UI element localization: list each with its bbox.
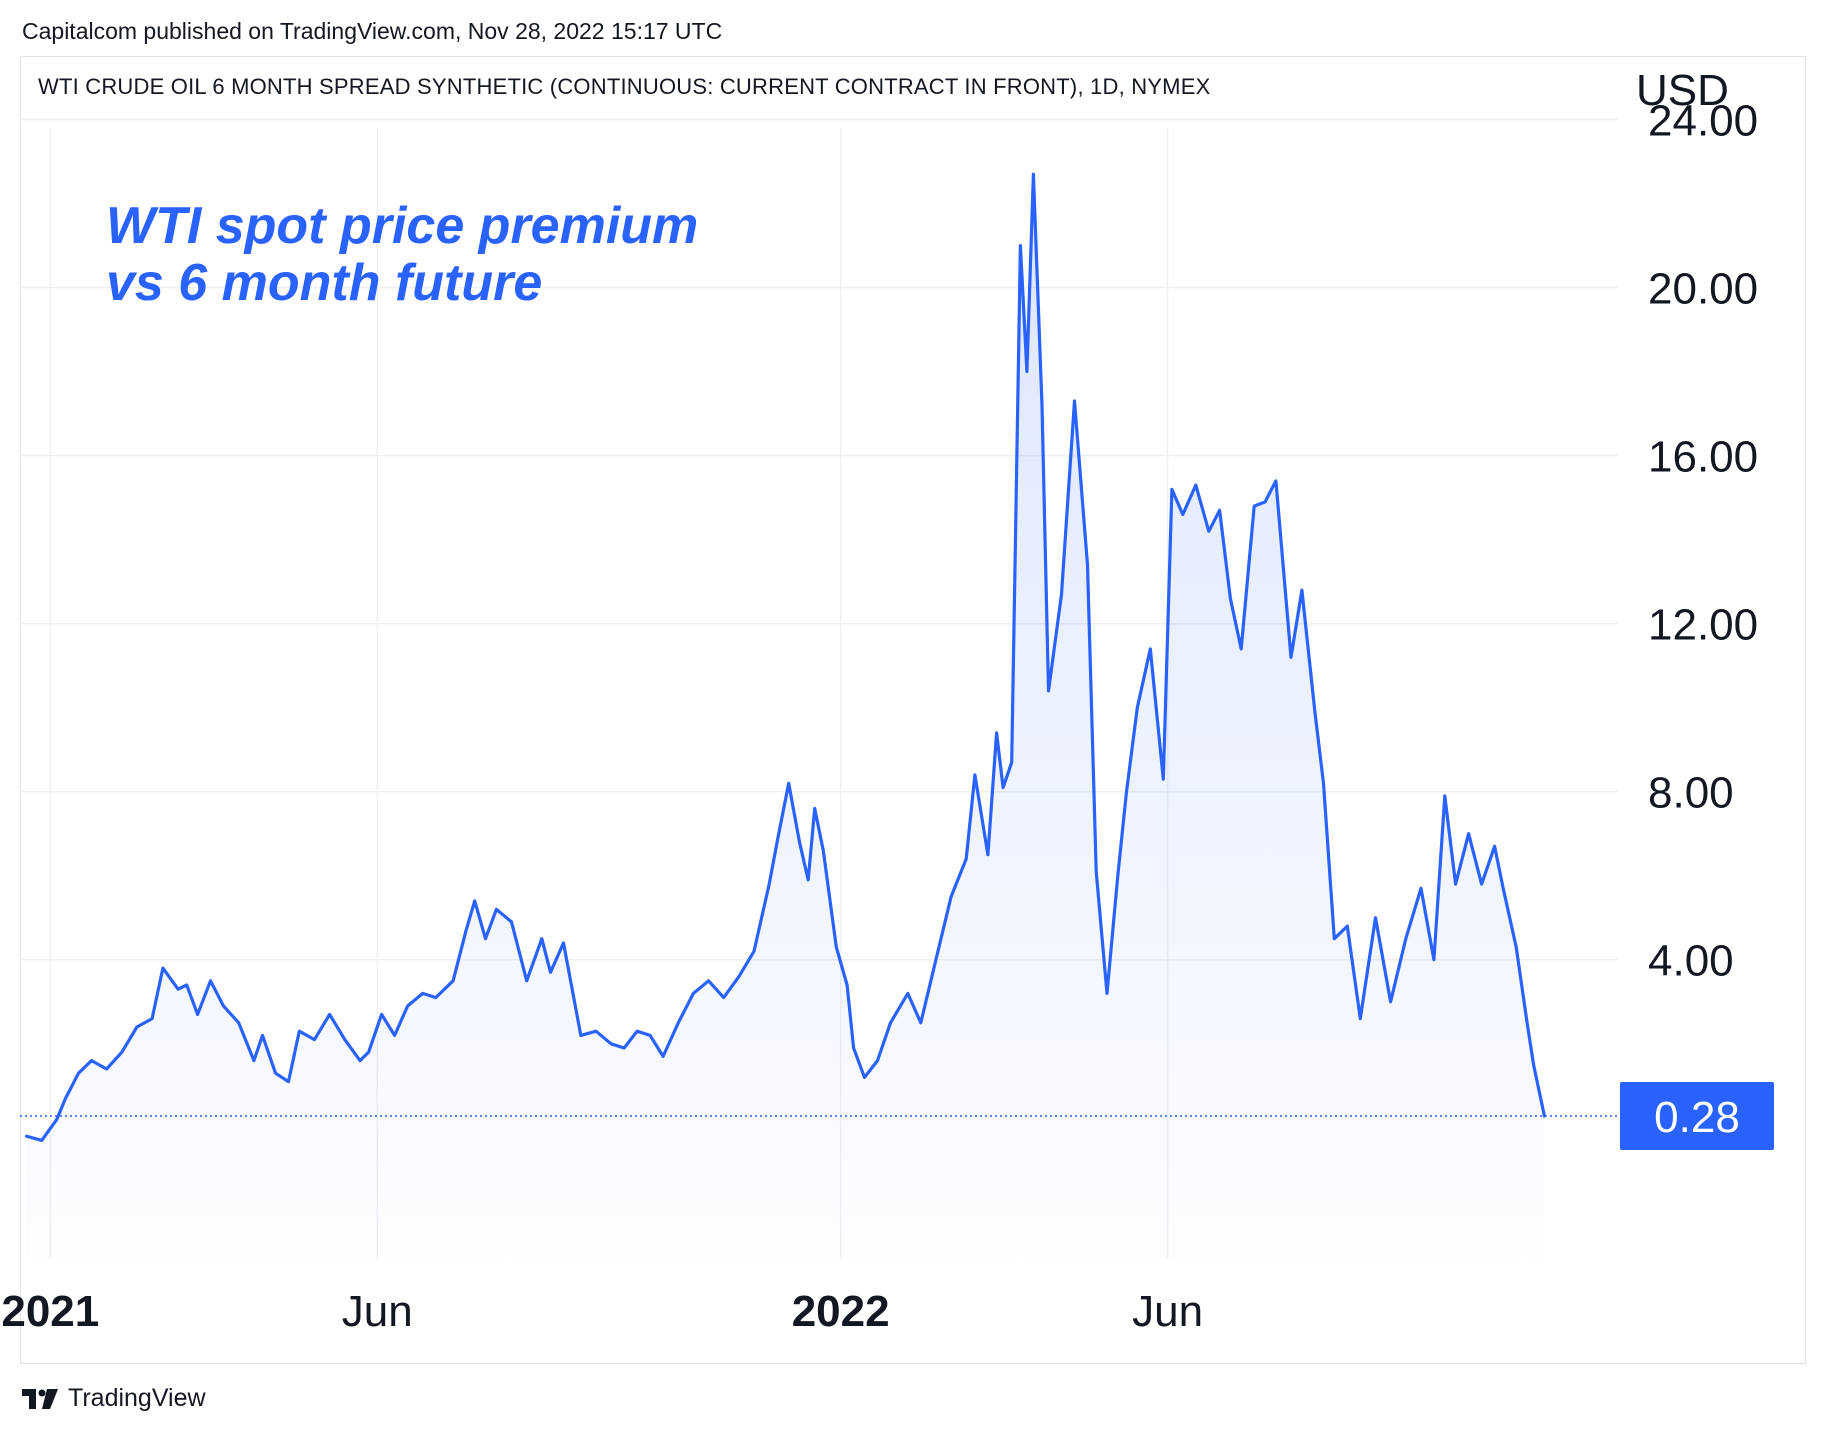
series-line xyxy=(24,172,1547,1143)
chart-frame xyxy=(20,56,1806,1364)
tradingview-footer[interactable]: TradingView xyxy=(20,1384,206,1413)
x-tick-label: Jun xyxy=(342,1287,413,1336)
y-tick-label: 16.00 xyxy=(1648,433,1758,482)
y-tick-label: 12.00 xyxy=(1648,601,1758,650)
currency-label: USD xyxy=(1636,66,1729,115)
series-area-fill xyxy=(26,174,1545,1258)
x-tick-label: Jun xyxy=(1132,1287,1203,1336)
last-price-badge-bg xyxy=(1620,1082,1774,1151)
y-tick-label: 20.00 xyxy=(1648,265,1758,314)
y-tick-label: 8.00 xyxy=(1648,769,1734,818)
x-axis-ticks: 2021 Jun 2022 Jun xyxy=(1,1287,1203,1336)
last-price-badge: 0.28 xyxy=(20,1082,1774,1151)
tradingview-logo-icon xyxy=(22,1388,58,1409)
last-price-value: 0.28 xyxy=(1654,1093,1740,1142)
x-tick-label: 2022 xyxy=(792,1287,890,1336)
y-tick-label: 4.00 xyxy=(1648,937,1734,986)
annotation-line-1: WTI spot price premium xyxy=(106,197,699,255)
x-tick-label: 2021 xyxy=(1,1287,99,1336)
chart-title: WTI CRUDE OIL 6 MONTH SPREAD SYNTHETIC (… xyxy=(38,74,1211,99)
y-axis-ticks: 4.00 8.00 12.00 16.00 20.00 24.00 xyxy=(1648,97,1758,986)
price-area xyxy=(24,172,1547,1258)
chart-annotation: WTI spot price premium vs 6 month future xyxy=(106,198,698,312)
y-tick-label: 24.00 xyxy=(1648,97,1758,146)
annotation-line-2: vs 6 month future xyxy=(106,254,543,312)
publisher-attribution: Capitalcom published on TradingView.com,… xyxy=(22,18,723,44)
tradingview-brand: TradingView xyxy=(68,1384,206,1412)
